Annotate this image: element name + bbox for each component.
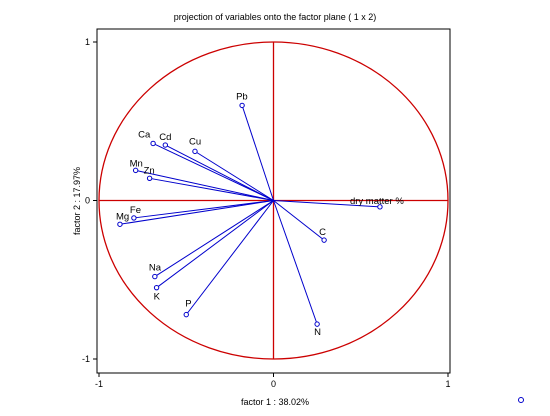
variable-point: [152, 273, 158, 280]
variable-vector: [156, 200, 274, 289]
legend-marker: [518, 397, 524, 403]
variable-vector: [154, 200, 274, 278]
variable-label: dry matter %: [350, 196, 404, 207]
variable-vector: [185, 200, 274, 315]
variable-point: [117, 221, 123, 227]
variable-point: [131, 215, 137, 221]
variable-vector: [135, 169, 274, 201]
x-axis-label: factor 1 : 38.02%: [241, 397, 309, 407]
variable-vector: [165, 144, 274, 201]
variable-point: [162, 142, 169, 148]
chart-title: projection of variables onto the factor …: [174, 12, 377, 22]
x-tick-label: 0: [271, 379, 276, 389]
y-tick-label: 0: [85, 196, 90, 206]
variable-label: N: [314, 327, 321, 338]
variable-point: [314, 321, 320, 327]
variable-label: Zn: [144, 165, 155, 176]
variable-label: Mg: [116, 211, 129, 222]
x-tick-label: -1: [95, 379, 103, 389]
y-tick-label: 1: [85, 37, 90, 47]
y-axis-label: factor 2 : 17.97%: [72, 167, 82, 235]
variable-point: [150, 140, 156, 147]
variable-label: Cu: [189, 136, 201, 147]
variable-point: [377, 204, 383, 210]
variable-point: [132, 167, 139, 174]
variable-point: [321, 237, 327, 243]
y-tick-label: -1: [82, 354, 90, 364]
x-tick-label: 1: [445, 379, 450, 389]
variable-point: [183, 311, 189, 318]
variable-label: Na: [149, 263, 162, 274]
variable-vector: [273, 200, 325, 241]
variable-vector: [149, 177, 274, 201]
variable-label: C: [319, 227, 326, 238]
variable-point: [192, 148, 198, 155]
variable-label: Mn: [130, 158, 143, 169]
variable-vector: [241, 105, 274, 201]
variable-point: [153, 284, 160, 291]
variable-label: K: [154, 292, 161, 303]
variable-vector: [273, 200, 318, 325]
variable-vector: [133, 200, 274, 219]
variable-vector: [194, 150, 274, 201]
variable-vector: [152, 142, 274, 201]
variable-vector: [273, 200, 380, 208]
variable-label: P: [185, 299, 191, 310]
variable-point: [239, 102, 245, 109]
variable-label: Ca: [138, 129, 151, 140]
variable-label: Cd: [159, 132, 171, 143]
variable-label: Fe: [130, 205, 141, 216]
variable-vector: [119, 200, 274, 225]
variable-point: [146, 175, 153, 182]
variable-label: Pb: [236, 91, 248, 102]
